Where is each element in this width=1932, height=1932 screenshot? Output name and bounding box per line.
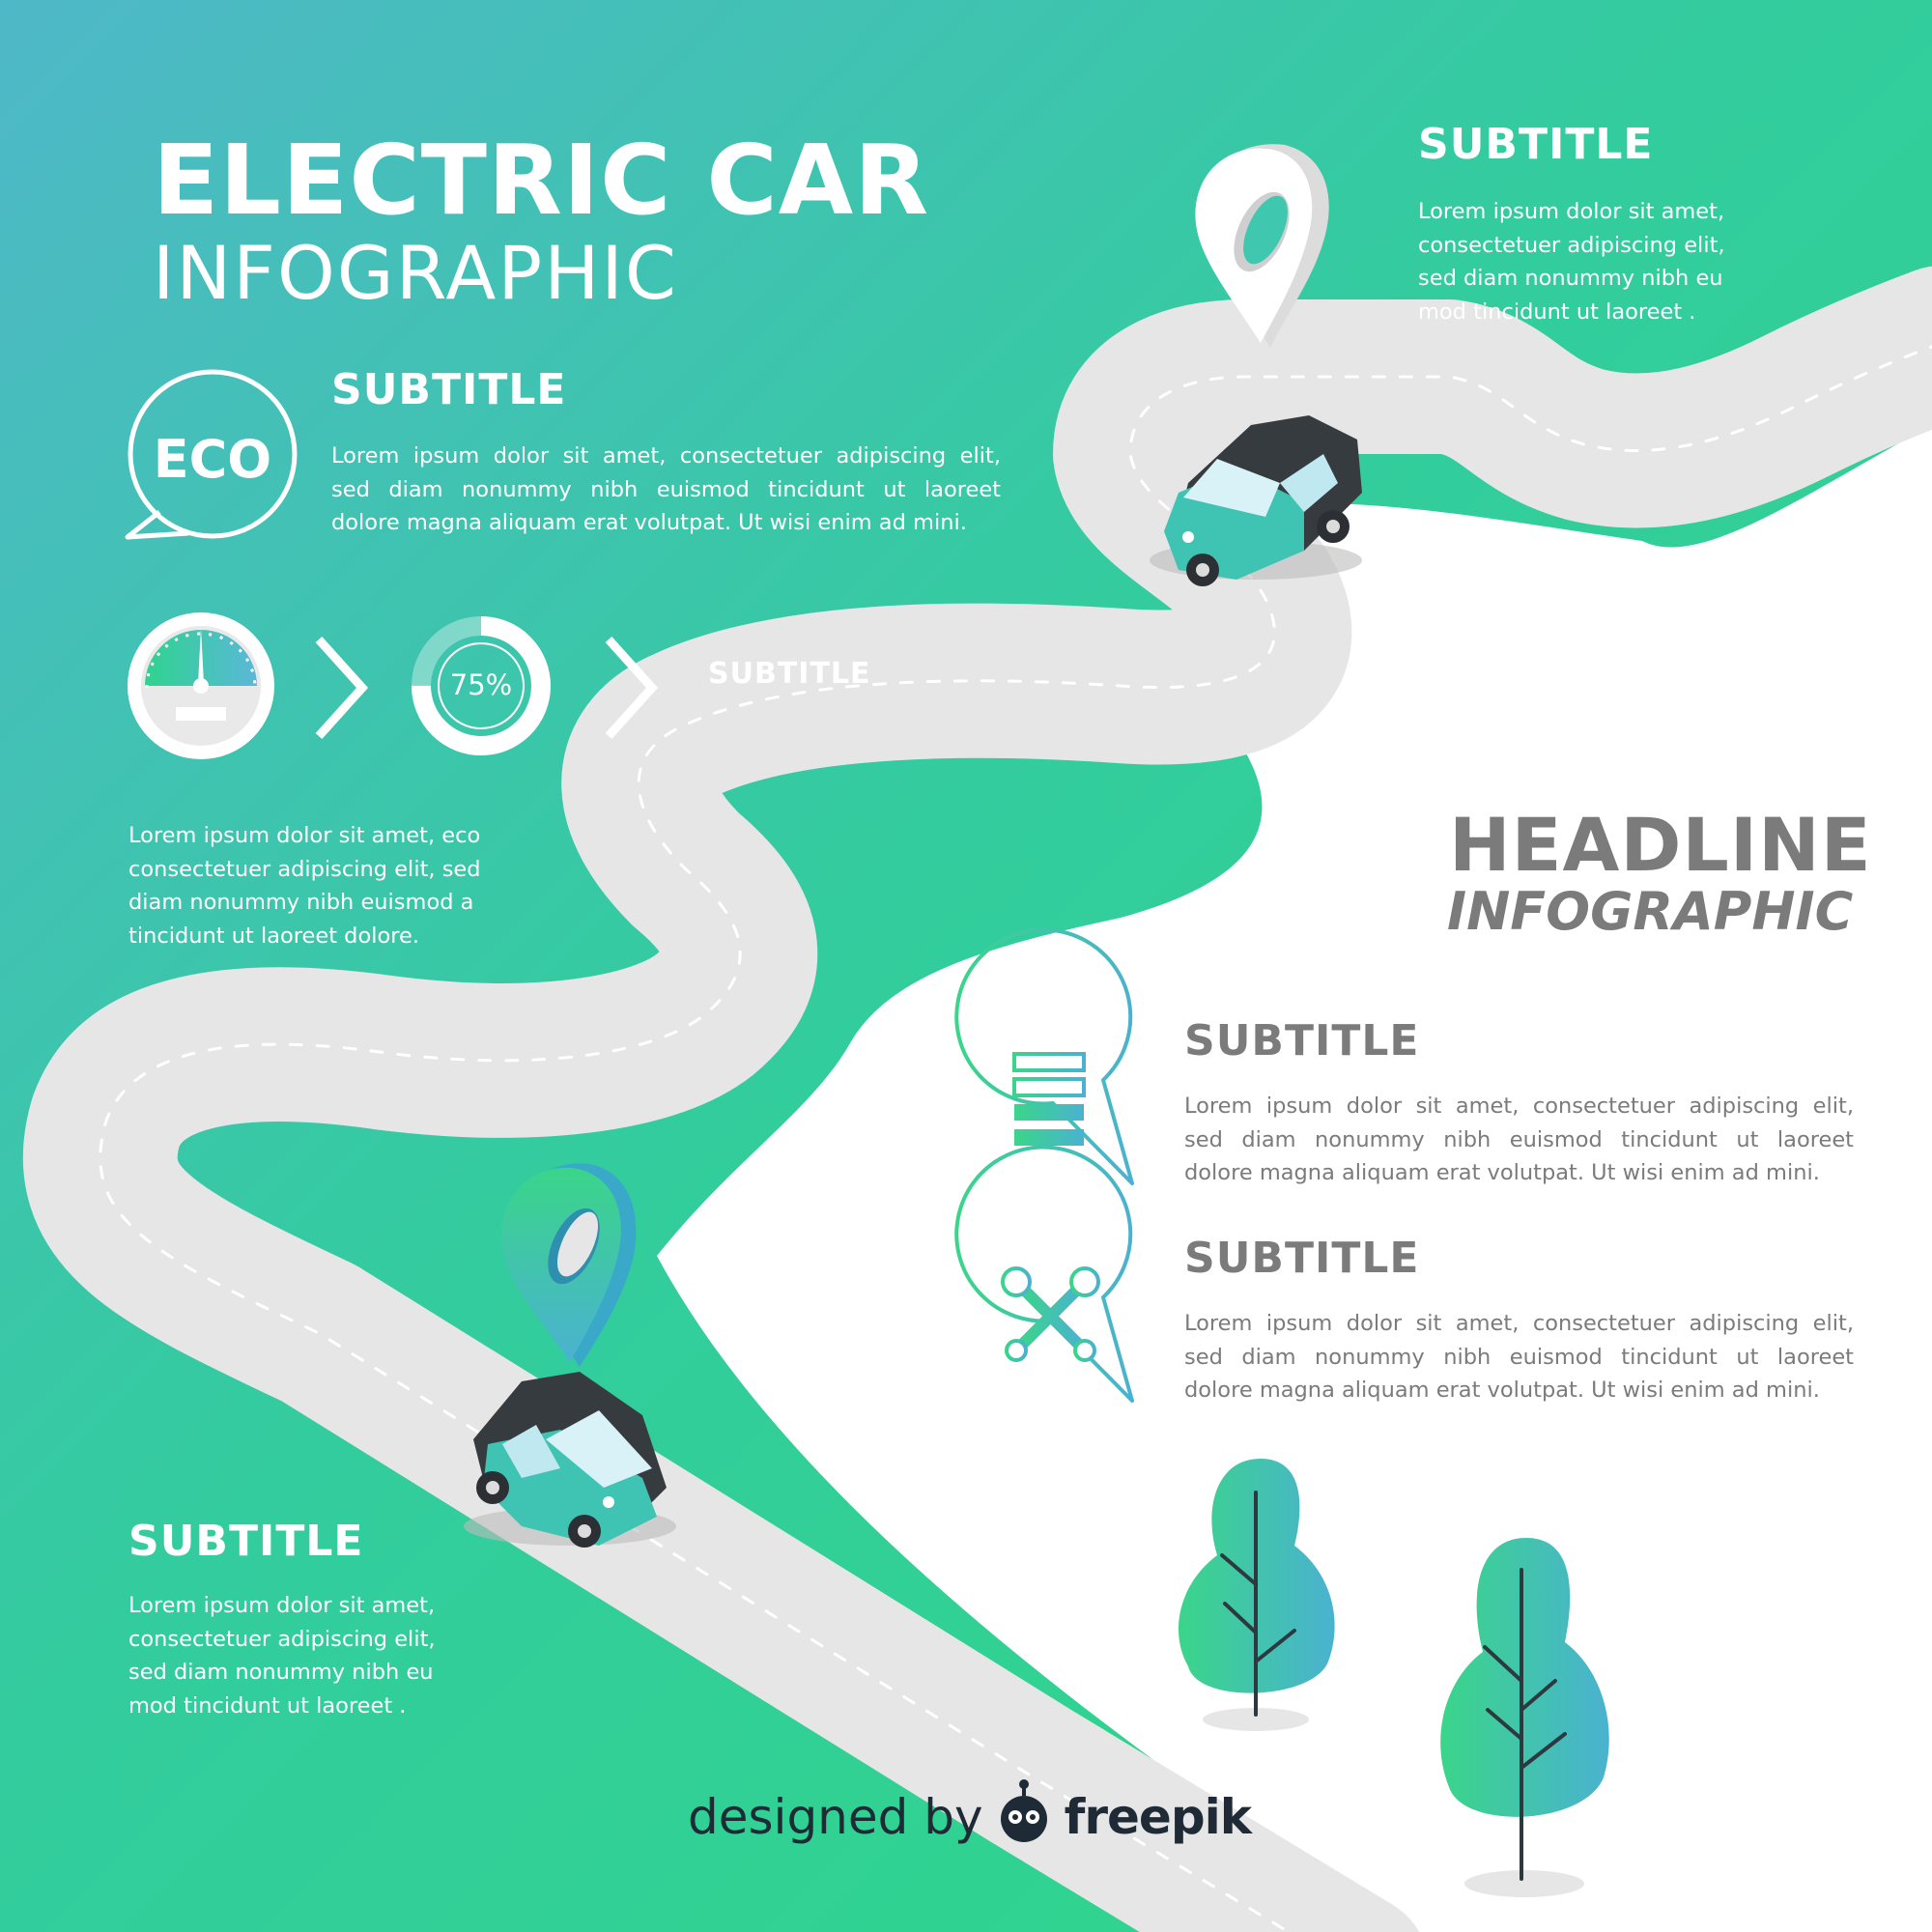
- winding-road: [22, 267, 1932, 1932]
- section-body-tools: Lorem ipsum dolor sit amet, consectetuer…: [1184, 1311, 1854, 1403]
- map-pin-icon: [1195, 144, 1329, 348]
- section-body-eco: Lorem ipsum dolor sit amet, consectetuer…: [331, 443, 1001, 535]
- tree-icon: [1440, 1538, 1609, 1897]
- progress-percent-label: 75%: [449, 668, 513, 701]
- section-title-eco: SUBTITLE: [331, 365, 567, 414]
- eco-badge-label: ECO: [153, 429, 272, 490]
- designer-credit: designed by freepik: [688, 1789, 1252, 1845]
- section-body-gauge: Lorem ipsum dolor sit amet, eco consecte…: [128, 823, 481, 949]
- section-body-bottom-left: Lorem ipsum dolor sit amet, consectetuer…: [128, 1593, 436, 1719]
- credit-brand: freepik: [1064, 1789, 1252, 1845]
- section-body-top-right: Lorem ipsum dolor sit amet, consectetuer…: [1418, 199, 1725, 325]
- section-title-top-right: SUBTITLE: [1418, 120, 1654, 169]
- freepik-logo-icon: [1001, 1779, 1047, 1842]
- section-title-tools: SUBTITLE: [1184, 1234, 1420, 1283]
- section-title-bottom-left: SUBTITLE: [128, 1517, 364, 1566]
- headline-subtitle: INFOGRAPHIC: [1447, 881, 1854, 942]
- page-title: ELECTRIC CAR: [153, 124, 930, 237]
- section-body-battery: Lorem ipsum dolor sit amet, consectetuer…: [1184, 1094, 1854, 1185]
- chevron-right-icon: [315, 636, 369, 740]
- section-title-battery: SUBTITLE: [1184, 1016, 1420, 1065]
- section-title-gauge: SUBTITLE: [708, 657, 871, 691]
- eco-speech-bubble-icon: [125, 369, 298, 540]
- crossed-wrenches-icon: [954, 1145, 1134, 1403]
- electric-car-icon: [1150, 415, 1362, 586]
- credit-prefix: designed by: [688, 1789, 983, 1845]
- page-subtitle: INFOGRAPHIC: [153, 230, 678, 316]
- headline-title: HEADLINE: [1449, 802, 1872, 888]
- tree-icon: [1179, 1459, 1335, 1731]
- progress-ring-icon: [412, 616, 551, 755]
- chevron-right-icon: [605, 636, 659, 740]
- battery-icon: [954, 927, 1134, 1185]
- electric-car-icon: [464, 1372, 676, 1548]
- speedometer-icon: [128, 612, 274, 759]
- map-pin-icon: [500, 1163, 637, 1367]
